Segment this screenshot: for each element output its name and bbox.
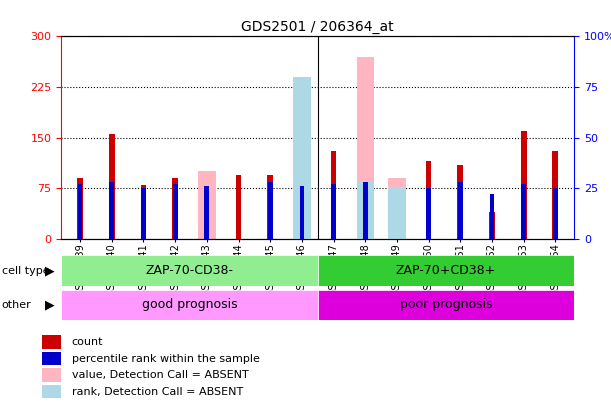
- Bar: [268, 182, 273, 239]
- Text: other: other: [2, 300, 32, 310]
- Bar: [268, 175, 273, 239]
- Bar: [521, 131, 527, 239]
- Bar: [42, 335, 61, 349]
- Bar: [363, 182, 368, 239]
- Bar: [236, 175, 241, 239]
- Bar: [61, 290, 318, 320]
- Bar: [42, 352, 61, 365]
- Text: cell type: cell type: [2, 266, 49, 275]
- Bar: [331, 151, 337, 239]
- Bar: [426, 161, 431, 239]
- Bar: [61, 255, 318, 286]
- Text: ▶: ▶: [45, 264, 55, 277]
- Bar: [489, 194, 494, 239]
- Bar: [388, 178, 406, 239]
- Bar: [109, 134, 115, 239]
- Bar: [293, 151, 310, 239]
- Text: ZAP-70-CD38-: ZAP-70-CD38-: [145, 264, 233, 277]
- Bar: [458, 182, 463, 239]
- Bar: [141, 185, 146, 239]
- Bar: [205, 186, 209, 239]
- Bar: [489, 212, 495, 239]
- Bar: [198, 171, 216, 239]
- Text: ZAP-70+CD38+: ZAP-70+CD38+: [396, 264, 496, 277]
- Bar: [357, 57, 374, 239]
- Text: good prognosis: good prognosis: [142, 298, 237, 311]
- Bar: [42, 385, 61, 398]
- Text: percentile rank within the sample: percentile rank within the sample: [72, 354, 260, 364]
- Bar: [78, 184, 82, 239]
- Text: poor prognosis: poor prognosis: [400, 298, 492, 311]
- Bar: [388, 188, 406, 239]
- Text: count: count: [72, 337, 103, 347]
- Bar: [553, 188, 558, 239]
- Bar: [293, 77, 310, 239]
- Text: rank, Detection Call = ABSENT: rank, Detection Call = ABSENT: [72, 386, 243, 396]
- Bar: [318, 290, 574, 320]
- Bar: [173, 184, 178, 239]
- Bar: [521, 184, 526, 239]
- Bar: [299, 186, 304, 239]
- Bar: [426, 188, 431, 239]
- Title: GDS2501 / 206364_at: GDS2501 / 206364_at: [241, 20, 394, 34]
- Bar: [331, 184, 336, 239]
- Bar: [458, 165, 463, 239]
- Bar: [141, 188, 146, 239]
- Bar: [318, 255, 574, 286]
- Bar: [42, 368, 61, 382]
- Bar: [109, 182, 114, 239]
- Bar: [77, 178, 83, 239]
- Bar: [552, 151, 558, 239]
- Text: value, Detection Call = ABSENT: value, Detection Call = ABSENT: [72, 370, 249, 380]
- Bar: [357, 182, 374, 239]
- Bar: [172, 178, 178, 239]
- Text: ▶: ▶: [45, 298, 55, 311]
